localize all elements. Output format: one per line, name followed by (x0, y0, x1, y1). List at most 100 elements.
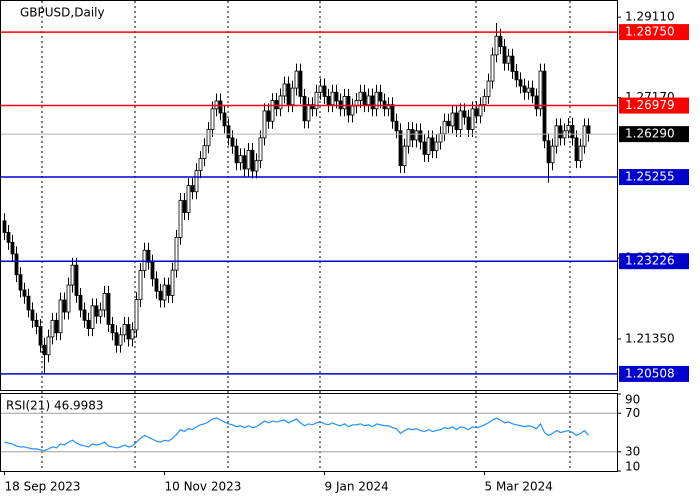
chart-title: GBPUSD,Daily (20, 6, 105, 20)
candle-body (358, 91, 363, 101)
y-tick-label: 1.21350 (625, 331, 675, 345)
candle-body (342, 95, 347, 110)
candle-body (486, 80, 491, 97)
candle-body (454, 112, 459, 130)
candle-body (46, 336, 51, 356)
candle-body (438, 133, 443, 143)
candle-body (178, 200, 183, 238)
candle-body (78, 295, 83, 311)
candle-body (118, 334, 123, 346)
level-label-box (619, 97, 689, 114)
candle-body (510, 55, 515, 72)
candle-body (506, 55, 511, 64)
candle-body (166, 284, 171, 296)
candle-body (190, 185, 195, 193)
level-label: 1.20508 (625, 366, 675, 380)
candle-body (390, 104, 395, 122)
candle-body (478, 104, 483, 117)
candle-body (158, 290, 163, 301)
candle-body (134, 299, 139, 331)
candle-body (470, 108, 475, 130)
candle-body (554, 125, 559, 147)
candle-body (22, 289, 27, 297)
candle-body (218, 100, 223, 114)
candle-body (306, 104, 311, 122)
x-tick-label: 18 Sep 2023 (5, 480, 81, 494)
candle-body (206, 129, 211, 147)
rsi-tick-label: 30 (625, 444, 640, 458)
rsi-tick-label: 90 (625, 393, 640, 407)
x-tick-label: 10 Nov 2023 (165, 480, 242, 494)
candle-body (330, 91, 335, 106)
candle-body (458, 110, 463, 130)
candle-body (322, 85, 327, 97)
candle-body (386, 104, 391, 110)
candle-body (10, 241, 15, 255)
candle-body (258, 137, 263, 162)
candle-body (394, 120, 399, 132)
candle-body (222, 112, 227, 127)
candle-body (170, 269, 175, 296)
candle-body (34, 319, 39, 327)
candle-body (174, 236, 179, 271)
candle-body (574, 137, 579, 162)
candle-body (298, 70, 303, 97)
rsi-tick-label: 10 (625, 460, 640, 474)
candle-body (494, 35, 499, 56)
candle-body (366, 95, 371, 106)
candle-body (54, 319, 59, 334)
candle-body (230, 137, 235, 147)
last-price-box (619, 126, 689, 143)
candle-body (406, 129, 411, 147)
candle-body (194, 170, 199, 193)
candle-body (98, 309, 103, 317)
y-tick-label: 1.29110 (625, 10, 675, 24)
candle-body (550, 145, 555, 164)
candle-body (126, 324, 131, 340)
candle-body (210, 108, 215, 130)
candle-body (442, 120, 447, 135)
candle-body (154, 278, 159, 292)
price-frame (0, 0, 618, 391)
level-label: 1.23226 (625, 254, 675, 268)
candle-body (526, 87, 531, 93)
candle-body (558, 125, 563, 139)
candle-body (202, 145, 207, 159)
last-price-label: 1.26290 (625, 127, 675, 141)
candle-body (262, 110, 267, 139)
candle-body (582, 125, 587, 147)
candle-body (466, 116, 471, 130)
candle-body (402, 145, 407, 167)
candle-body (514, 71, 519, 81)
x-tick-label: 9 Jan 2024 (325, 480, 389, 494)
axes: 1.291101.271701.233001.213501.287501.269… (4, 10, 689, 494)
rsi-panel (0, 412, 617, 453)
candle-body (102, 292, 107, 311)
candle-body (530, 87, 535, 97)
candle-body (450, 112, 455, 127)
candle-body (106, 292, 111, 325)
candle-body (522, 85, 527, 93)
level-label-box (619, 253, 689, 270)
candle-body (370, 95, 375, 110)
candle-body (142, 249, 147, 271)
candle-body (182, 200, 187, 213)
candle-body (334, 91, 339, 102)
candle-body (90, 305, 95, 330)
candle-body (2, 220, 7, 233)
level-label: 1.28750 (625, 25, 675, 39)
rsi-tick-label: 70 (625, 406, 640, 420)
rsi-frame (0, 393, 618, 472)
candle-body (266, 110, 271, 122)
candle-body (414, 130, 419, 141)
candle-body (290, 87, 295, 106)
candle-body (546, 140, 551, 164)
candle-body (270, 100, 275, 122)
candle-body (378, 91, 383, 102)
candle-body (18, 274, 23, 291)
candle-body (14, 253, 19, 276)
candle-body (434, 141, 439, 152)
candle-body (314, 91, 319, 110)
level-label-box (619, 24, 689, 41)
